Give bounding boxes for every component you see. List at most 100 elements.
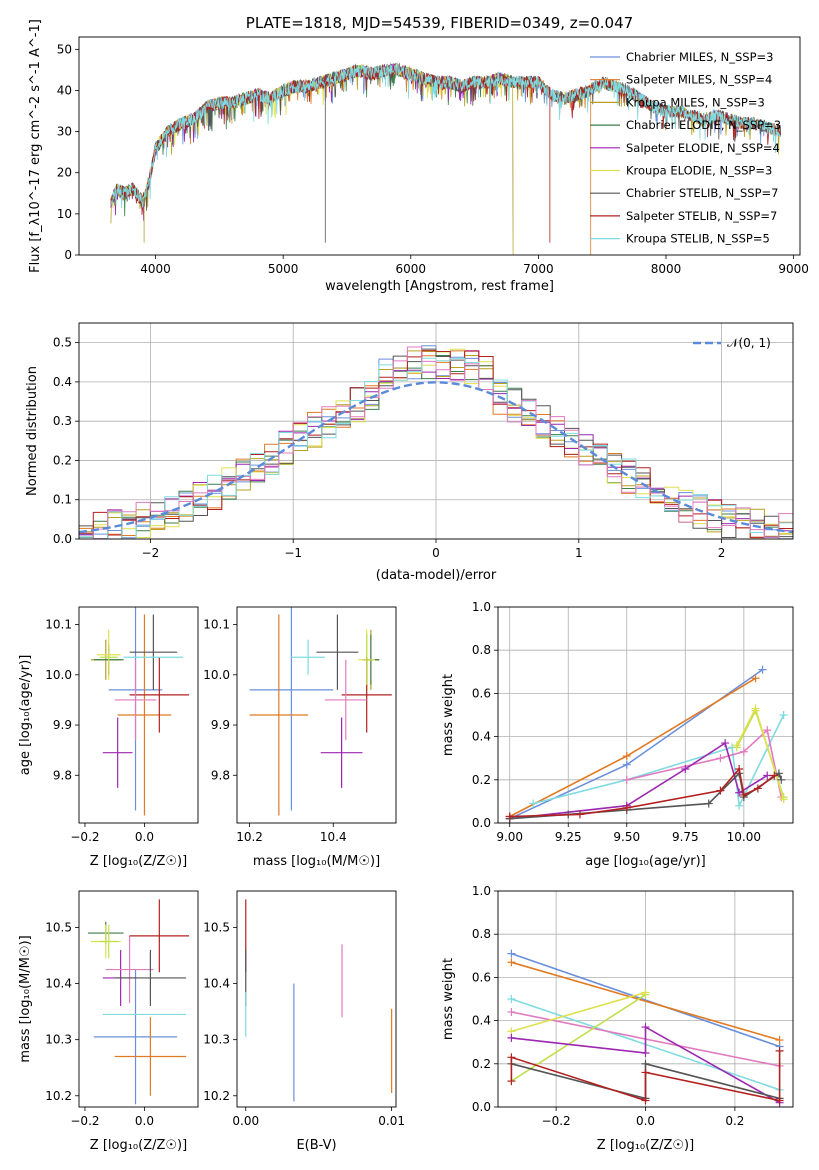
- axes-frame: [78, 322, 794, 540]
- plus-marker: [575, 810, 584, 819]
- x-tick-label: −0.2: [70, 1114, 99, 1128]
- x-tick-label: −0.2: [542, 1114, 571, 1128]
- y-tick-label: 9.8: [211, 768, 230, 782]
- y-tick-label: 0.5: [53, 336, 72, 350]
- x-tick-label: 9.00: [496, 830, 523, 844]
- y-tick-label: 0.0: [472, 1100, 491, 1114]
- x-tick-label: 1: [575, 546, 583, 560]
- plus-marker: [716, 786, 725, 795]
- y-tick-label: 50: [57, 42, 72, 56]
- plus-marker: [775, 1096, 784, 1105]
- y-tick-label: 10.0: [45, 668, 72, 682]
- panel-8: −0.2 0.0 0.2 0.0 0.2 0.4 0.6 0.8 1.0 Z [log₁₀(Z/Z…: [441, 884, 794, 1153]
- panel-4: 10.2 10.4 9.8 9.9 10.0 10.1 mass [log₁₀(M/M☉)]: [203, 606, 397, 869]
- plus-marker: [716, 754, 725, 763]
- plus-marker: [751, 674, 760, 683]
- plus-marker: [770, 771, 779, 780]
- mass-weight-series-5: [510, 994, 646, 1082]
- plot-area: [249, 607, 392, 816]
- axes-frame: [236, 890, 397, 1108]
- errorbar-point-7: [129, 614, 178, 690]
- plus-marker: [775, 1036, 784, 1045]
- y-tick-label: 0.0: [472, 816, 491, 830]
- legend-entry: Chabrier ELODIE, N_SSP=3: [626, 118, 781, 132]
- plus-marker: [641, 1096, 650, 1105]
- x-axis-label: age [log₁₀(age/yr)]: [585, 854, 706, 869]
- x-tick-label: 10.4: [320, 830, 347, 844]
- plus-marker: [622, 803, 631, 812]
- y-axis-label: Normed distribution: [25, 366, 40, 496]
- plus-marker: [753, 784, 762, 793]
- plus-marker: [763, 726, 772, 735]
- x-axis-label: wavelength [Angstrom, rest frame]: [325, 279, 554, 294]
- y-tick-label: 0.2: [472, 773, 491, 787]
- y-tick-label: 0: [64, 248, 72, 262]
- y-axis-label: mass weight: [441, 958, 456, 1040]
- y-tick-label: 0.4: [472, 1014, 491, 1028]
- errorbar-point-2: [114, 1017, 187, 1096]
- y-tick-label: 0.0: [53, 532, 72, 546]
- panel-1: 4000 5000 6000 7000 8000 9000 0 10 20 30 40 50 PLATE…: [28, 14, 809, 294]
- x-axis-label: (data-model)/error: [376, 568, 497, 583]
- y-axis-label: mass [log₁₀(M/M☉)]: [18, 935, 33, 1062]
- x-tick-label: 0.0: [135, 1114, 154, 1128]
- gaussian-curve: [79, 381, 793, 534]
- plus-marker: [774, 769, 783, 778]
- x-tick-label: 0.01: [378, 1114, 405, 1128]
- plus-marker: [507, 1007, 516, 1016]
- y-tick-label: 10.2: [45, 1089, 72, 1103]
- plot-area: [87, 899, 190, 1105]
- y-tick-label: 0.4: [53, 375, 72, 389]
- y-tick-label: 9.9: [211, 718, 230, 732]
- y-tick-label: 10.3: [203, 1033, 230, 1047]
- y-tick-label: 10.5: [45, 920, 72, 934]
- y-axis-label: age [log₁₀(age/yr)]: [18, 655, 33, 776]
- panel-6: −0.2 0.0 10.2 10.3 10.4 10.5 Z [log₁₀(Z/Z☉)] ma…: [18, 890, 199, 1153]
- legend-entry: Kroupa ELODIE, N_SSP=3: [626, 164, 772, 178]
- y-tick-label: 20: [57, 166, 72, 180]
- mass-weight-series-7: [511, 1025, 780, 1104]
- x-tick-label: 9.25: [555, 830, 582, 844]
- x-tick-label: 7000: [523, 262, 554, 276]
- errorbar-point-7: [105, 935, 154, 1004]
- mass-weight-series-1: [511, 952, 780, 1048]
- plot-area: [505, 665, 788, 823]
- axes-frame: [497, 890, 794, 1108]
- plus-marker: [507, 1077, 516, 1086]
- plus-marker: [721, 739, 730, 748]
- spectrum-series-6: [110, 63, 514, 255]
- y-axis-label: Flux [f_λ10^-17 erg cm^-2 s^-1 A^-1]: [28, 19, 43, 273]
- y-tick-label: 9.8: [53, 768, 72, 782]
- spectrum-series-5: [110, 63, 514, 255]
- y-tick-label: 1.0: [472, 884, 491, 898]
- x-tick-label: 4000: [140, 262, 171, 276]
- histogram-series-10: [79, 346, 793, 539]
- plot-area: [110, 62, 781, 255]
- panel-7: 0.00 0.01 10.2 10.3 10.4 10.5 E(B-V): [203, 890, 405, 1153]
- y-tick-label: 10.4: [45, 977, 72, 991]
- x-tick-label: 0.0: [636, 1114, 655, 1128]
- plus-marker: [641, 1059, 650, 1068]
- plus-marker: [505, 812, 514, 821]
- plus-marker: [779, 795, 788, 804]
- panel-2: −2 −1 0 1 2 0.0 0.1 0.2 0.3 0.4 0.5 (data-model)/er…: [25, 322, 794, 583]
- x-tick-label: 6000: [396, 262, 427, 276]
- mass-weight-series-2: [511, 961, 780, 1041]
- errorbar-point-9: [291, 639, 325, 675]
- y-tick-label: 10.5: [203, 920, 230, 934]
- errorbar-point-5: [320, 717, 363, 788]
- axes-frame: [78, 890, 199, 1108]
- x-tick-label: 5000: [268, 262, 299, 276]
- y-tick-label: 10.1: [45, 618, 72, 632]
- y-tick-label: 0.6: [472, 686, 491, 700]
- mass-weight-series-6: [511, 991, 646, 1033]
- plus-marker: [735, 801, 744, 810]
- panel-5: 9.00 9.25 9.50 9.75 10.00 0.0 0.2 0.4 0.6 0.8 1.0 a…: [441, 600, 794, 869]
- axes-frame: [78, 36, 801, 256]
- errorbar-point-6: [96, 629, 121, 680]
- y-tick-label: 0.6: [472, 970, 491, 984]
- plus-marker: [775, 1046, 784, 1055]
- plot-area: [507, 949, 784, 1107]
- plus-marker: [641, 1068, 650, 1077]
